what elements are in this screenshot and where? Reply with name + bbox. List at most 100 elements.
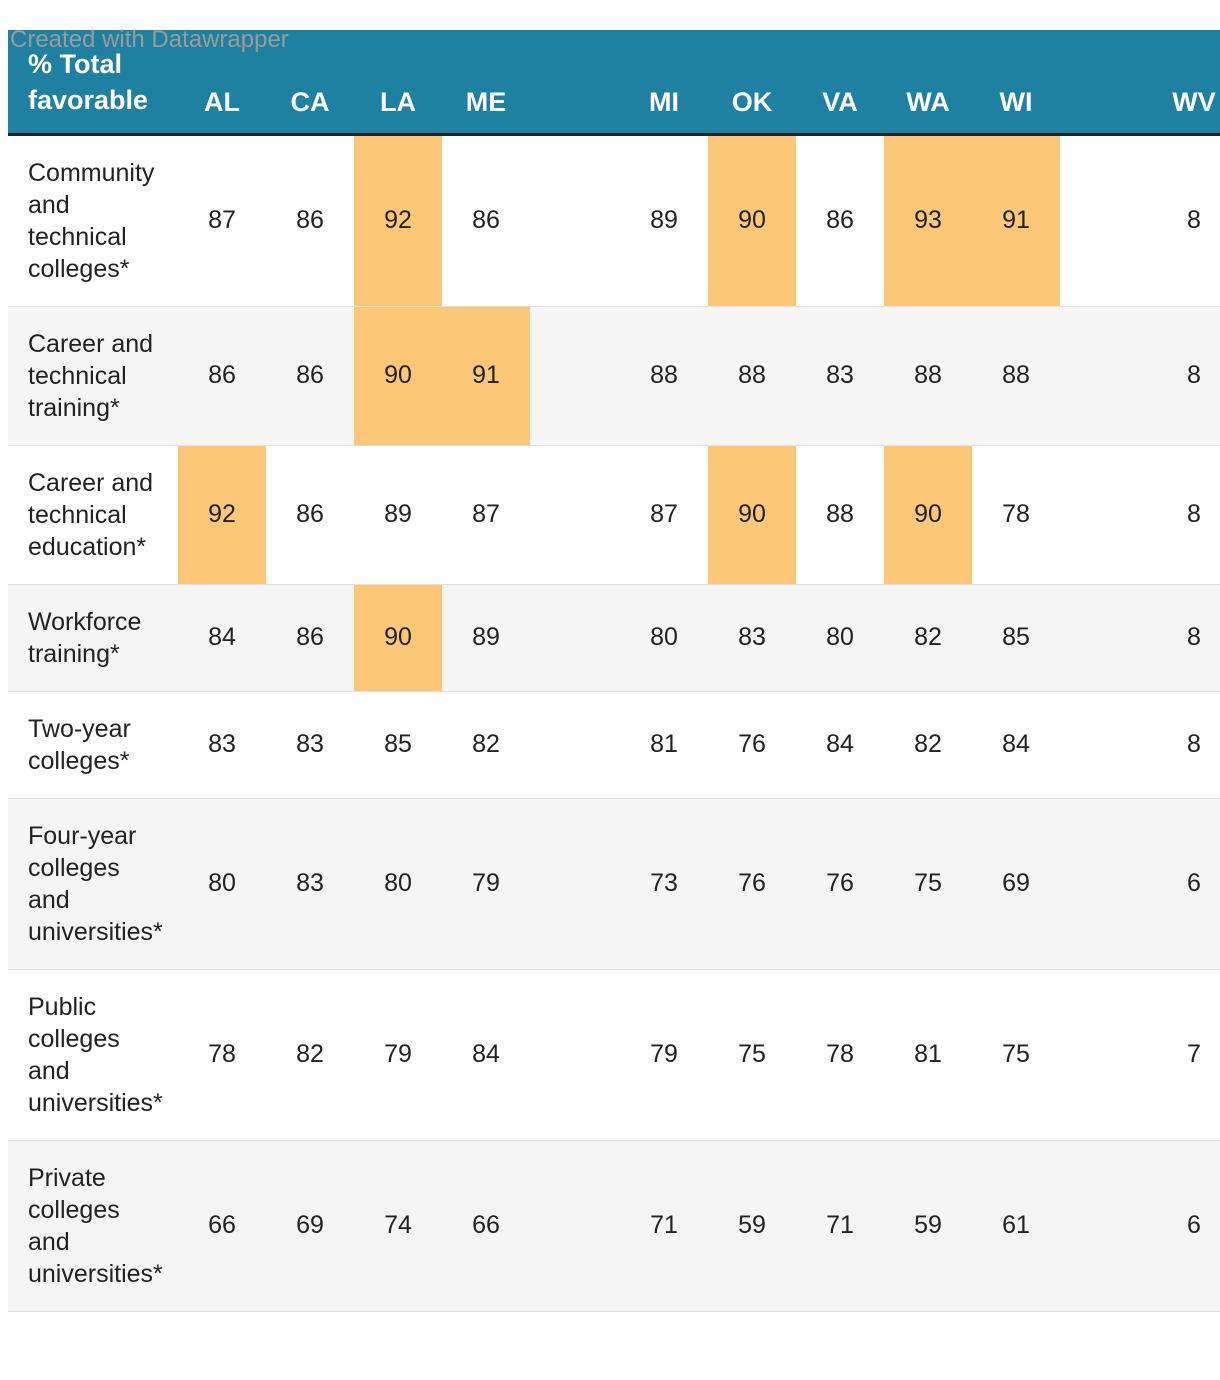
table-cell: 83 [796, 306, 884, 446]
table-cell: 86 [178, 306, 266, 446]
spacer-cell [1060, 584, 1150, 692]
table-row: Workforce training* 84 86 90 89 80 83 80 82 85 8 [8, 584, 1220, 692]
spacer-cell [530, 584, 620, 692]
row-label: Workforce training* [8, 584, 178, 692]
table-cell: 89 [442, 584, 530, 692]
table-cell: 59 [708, 1140, 796, 1312]
spacer-cell [1060, 798, 1150, 970]
table-cell: 71 [620, 1140, 708, 1312]
table-cell: 88 [796, 445, 884, 585]
table-cell: 90 [708, 134, 796, 307]
row-label: Career and technical education* [8, 445, 178, 585]
column-header-la: LA [354, 30, 442, 136]
spacer-cell [530, 798, 620, 970]
table-cell: 66 [442, 1140, 530, 1312]
row-label: Two-year colleges* [8, 691, 178, 799]
table-cell: 91 [972, 134, 1060, 307]
table-cell: 90 [884, 445, 972, 585]
column-header-va: VA [796, 30, 884, 136]
table-cell: 8 [1150, 134, 1220, 307]
table-row: Public colleges and universities* 78 82 79 8… [8, 969, 1220, 1141]
table-row: Four-year colleges and universities* 80 83… [8, 798, 1220, 970]
table-cell: 75 [972, 969, 1060, 1141]
table-row: Private colleges and universities* 66 69 74… [8, 1140, 1220, 1312]
table-cell: 93 [884, 134, 972, 307]
table-cell: 8 [1150, 691, 1220, 799]
table-container: % Total favorable AL CA LA ME MI OK VA WA WI WV C… [8, 30, 1220, 1312]
table-cell: 86 [796, 134, 884, 307]
table-cell: 86 [266, 445, 354, 585]
table-header-row: % Total favorable AL CA LA ME MI OK VA WA WI WV [8, 30, 1220, 136]
spacer-cell [530, 134, 620, 307]
favorability-table: % Total favorable AL CA LA ME MI OK VA WA WI WV C… [8, 30, 1220, 1312]
spacer-cell [530, 1140, 620, 1312]
spacer-cell [1060, 134, 1150, 307]
spacer-cell [530, 691, 620, 799]
table-cell: 76 [708, 798, 796, 970]
table-cell: 83 [266, 691, 354, 799]
column-header-mi: MI [620, 30, 708, 136]
table-cell: 86 [266, 134, 354, 307]
table-cell: 83 [178, 691, 266, 799]
table-cell: 90 [354, 306, 442, 446]
table-cell: 80 [354, 798, 442, 970]
table-cell: 88 [884, 306, 972, 446]
table-cell: 66 [178, 1140, 266, 1312]
row-label: Career and technical training* [8, 306, 178, 446]
table-cell: 84 [972, 691, 1060, 799]
table-cell: 85 [972, 584, 1060, 692]
table-cell: 80 [620, 584, 708, 692]
table-cell: 89 [620, 134, 708, 307]
table-cell: 59 [884, 1140, 972, 1312]
table-cell: 6 [1150, 798, 1220, 970]
column-header-ca: CA [266, 30, 354, 136]
table-cell: 92 [178, 445, 266, 585]
table-cell: 83 [708, 584, 796, 692]
table-cell: 89 [354, 445, 442, 585]
header-spacer [1060, 30, 1150, 136]
row-label: Community and technical colleges* [8, 134, 178, 307]
table-cell: 87 [620, 445, 708, 585]
table-cell: 82 [266, 969, 354, 1141]
spacer-cell [530, 969, 620, 1141]
table-row: Two-year colleges* 83 83 85 82 81 76 84 82 84 8 [8, 691, 1220, 799]
table-cell: 86 [442, 134, 530, 307]
table-cell: 80 [796, 584, 884, 692]
column-header-me: ME [442, 30, 530, 136]
table-cell: 75 [708, 969, 796, 1141]
table-cell: 69 [266, 1140, 354, 1312]
datawrapper-credit-link[interactable]: Created with Datawrapper [10, 26, 289, 53]
table-cell: 92 [354, 134, 442, 307]
table-cell: 84 [796, 691, 884, 799]
header-spacer [530, 30, 620, 136]
table-cell: 73 [620, 798, 708, 970]
spacer-cell [1060, 969, 1150, 1141]
table-cell: 79 [354, 969, 442, 1141]
table-cell: 78 [972, 445, 1060, 585]
table-cell: 87 [442, 445, 530, 585]
table-row: Community and technical colleges* 87 86 92 8… [8, 134, 1220, 307]
table-row: Career and technical training* 86 86 90 91 88… [8, 306, 1220, 446]
row-label: Public colleges and universities* [8, 969, 178, 1141]
table-cell: 90 [708, 445, 796, 585]
table-cell: 81 [884, 969, 972, 1141]
table-cell: 79 [442, 798, 530, 970]
table-cell: 90 [354, 584, 442, 692]
table-cell: 82 [884, 691, 972, 799]
table-cell: 6 [1150, 1140, 1220, 1312]
table-cell: 8 [1150, 445, 1220, 585]
table-cell: 7 [1150, 969, 1220, 1141]
table-cell: 79 [620, 969, 708, 1141]
table-cell: 88 [620, 306, 708, 446]
table-cell: 82 [442, 691, 530, 799]
spacer-cell [1060, 306, 1150, 446]
table-cell: 81 [620, 691, 708, 799]
table-cell: 88 [708, 306, 796, 446]
table-cell: 88 [972, 306, 1060, 446]
table-cell: 87 [178, 134, 266, 307]
table-cell: 8 [1150, 584, 1220, 692]
table-cell: 86 [266, 584, 354, 692]
table-cell: 83 [266, 798, 354, 970]
table-cell: 82 [884, 584, 972, 692]
